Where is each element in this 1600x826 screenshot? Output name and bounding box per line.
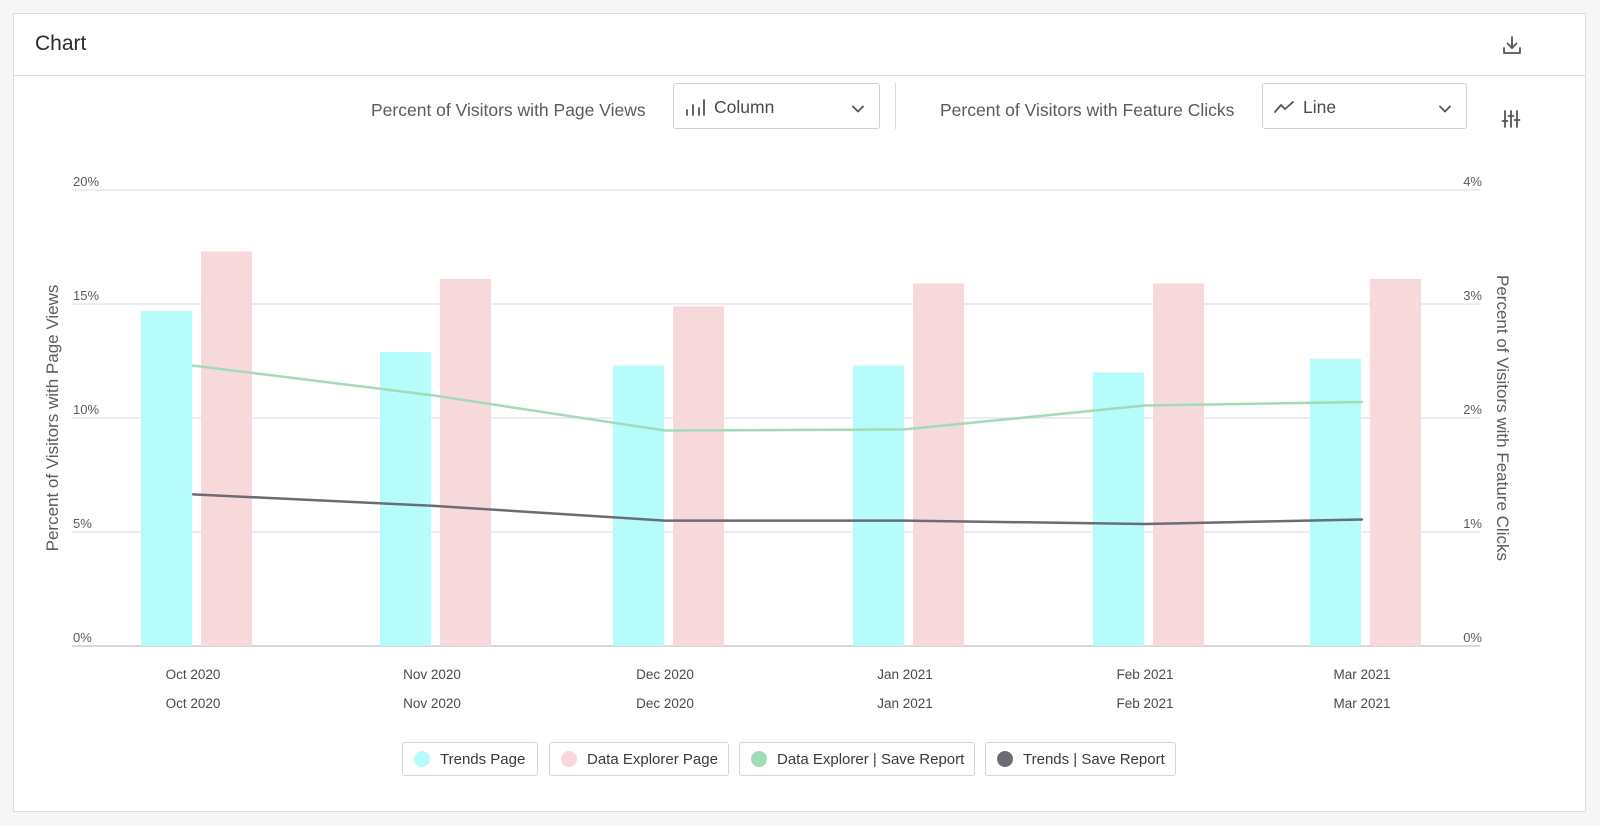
x-tick-label: Mar 2021 (1333, 667, 1390, 682)
y-tick-label-left: 5% (73, 516, 92, 531)
x-tick-label-secondary: Dec 2020 (636, 696, 694, 711)
legend-item-trends-page[interactable]: Trends Page (402, 742, 538, 776)
x-tick-label-secondary: Jan 2021 (877, 696, 933, 711)
line-point (903, 519, 907, 522)
bar-data-explorer-page (913, 283, 964, 646)
right-axis-title: Percent of Visitors with Feature Clicks (1493, 275, 1512, 561)
legend-label: Data Explorer Page (587, 751, 718, 768)
bar-trends-page (380, 351, 431, 646)
bar-trends-page (853, 365, 904, 646)
chevron-down-icon (851, 101, 865, 119)
bar-data-explorer-page (1370, 278, 1421, 646)
line-point (663, 519, 667, 522)
x-tick-label: Nov 2020 (403, 667, 461, 682)
x-tick-label-secondary: Nov 2020 (403, 696, 461, 711)
x-tick-label: Jan 2021 (877, 667, 933, 682)
bar-data-explorer-page (673, 306, 724, 646)
line-point (663, 429, 667, 432)
y-tick-label-right: 4% (1463, 174, 1482, 189)
bar-data-explorer-page (440, 278, 491, 646)
line-data-explorer-save-report (192, 364, 1363, 432)
legend-label: Trends Page (440, 751, 526, 768)
legend-label: Data Explorer | Save Report (777, 751, 965, 768)
line-point (430, 504, 434, 507)
x-tick-label: Oct 2020 (166, 667, 221, 682)
bar-trends-page (1093, 372, 1144, 646)
line-point (1360, 518, 1364, 521)
bar-trends-page (1310, 358, 1361, 646)
left-chart-type-value: Column (714, 97, 775, 117)
x-tick-label: Dec 2020 (636, 667, 694, 682)
legend-item-trends-save-report[interactable]: Trends | Save Report (985, 742, 1176, 776)
controls-divider (895, 83, 896, 129)
y-tick-label-right: 0% (1463, 630, 1482, 645)
line-point (191, 364, 195, 367)
line-point (903, 428, 907, 431)
legend-item-data-explorer-page[interactable]: Data Explorer Page (549, 742, 729, 776)
right-axis-metric-label: Percent of Visitors with Feature Clicks (940, 100, 1235, 120)
left-axis-metric-label: Percent of Visitors with Page Views (371, 100, 646, 120)
line-point (430, 394, 434, 397)
line-point (1143, 404, 1147, 407)
right-chart-type-select[interactable]: Line (1262, 83, 1467, 129)
bar-trends-page (141, 310, 192, 646)
download-icon[interactable] (1498, 31, 1526, 59)
y-tick-label-right: 1% (1463, 516, 1482, 531)
right-chart-type-value: Line (1303, 97, 1337, 117)
y-tick-label-right: 2% (1463, 402, 1482, 417)
line-point (1360, 400, 1364, 404)
y-tick-label-left: 0% (73, 630, 92, 645)
left-chart-type-select[interactable]: Column (673, 83, 880, 129)
legend-item-data-explorer-save-report[interactable]: Data Explorer | Save Report (739, 742, 975, 776)
bar-data-explorer-page (201, 251, 252, 646)
y-tick-label-left: 15% (73, 288, 99, 303)
legend-swatch (414, 751, 430, 767)
legend-swatch (561, 751, 577, 767)
bar-trends-page (613, 365, 664, 646)
line-point (191, 493, 195, 496)
x-tick-label-secondary: Oct 2020 (166, 696, 221, 711)
sliders-icon[interactable] (1497, 105, 1525, 133)
y-tick-label-left: 10% (73, 402, 99, 417)
y-tick-label-left: 20% (73, 174, 99, 189)
line-chart-icon (1273, 97, 1295, 122)
legend-swatch (997, 751, 1013, 767)
left-axis-title: Percent of Visitors with Page Views (43, 285, 62, 552)
bar-data-explorer-page (1153, 283, 1204, 646)
x-tick-label-secondary: Feb 2021 (1116, 696, 1173, 711)
line-point (1143, 522, 1147, 526)
legend-swatch (751, 751, 767, 767)
card-header: Chart (14, 14, 1585, 76)
line-trends-save-report (192, 493, 1363, 526)
x-tick-label: Feb 2021 (1116, 667, 1173, 682)
y-tick-label-right: 3% (1463, 288, 1482, 303)
column-chart-icon (684, 97, 706, 122)
legend-label: Trends | Save Report (1023, 751, 1165, 768)
chevron-down-icon (1438, 101, 1452, 119)
card-title: Chart (35, 32, 87, 55)
x-tick-label-secondary: Mar 2021 (1333, 696, 1390, 711)
